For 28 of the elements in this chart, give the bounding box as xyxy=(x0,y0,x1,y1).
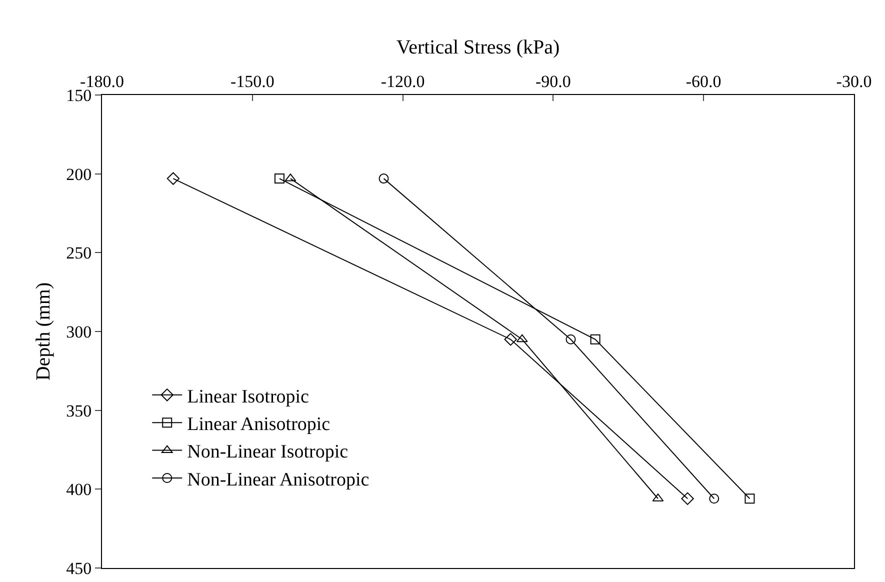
y-tick-label: 450 xyxy=(66,558,92,578)
legend-label: Linear Anisotropic xyxy=(187,414,330,436)
legend-label: Non-Linear Isotropic xyxy=(187,442,348,463)
point xyxy=(709,494,720,504)
y-tick-label: 400 xyxy=(66,480,92,500)
x-tick-label: -30.0 xyxy=(836,72,872,92)
x-tick-label: -60.0 xyxy=(686,72,722,92)
point xyxy=(681,492,694,505)
y-axis-title: Depth (mm) xyxy=(32,282,55,381)
legend-label: Non-Linear Anisotropic xyxy=(187,469,370,490)
point xyxy=(744,494,755,504)
y-tick-label: 300 xyxy=(66,322,92,342)
point xyxy=(378,174,389,184)
point xyxy=(504,333,517,346)
x-tick-label: -150.0 xyxy=(230,72,274,92)
point xyxy=(516,334,528,342)
point xyxy=(590,334,600,344)
point xyxy=(166,172,180,185)
y-tick-label: 150 xyxy=(66,86,92,105)
point xyxy=(566,334,576,344)
y-tick-label: 250 xyxy=(66,244,92,263)
x-axis-title: Vertical Stress (kPa) xyxy=(396,36,560,59)
y-tick-label: 350 xyxy=(66,401,92,420)
x-tick-label: -120.0 xyxy=(380,72,425,92)
legend-label: Linear Isotropic xyxy=(187,386,309,408)
point xyxy=(274,174,284,184)
x-tick-label: -90.0 xyxy=(535,72,571,92)
y-tick-label: 200 xyxy=(66,164,92,184)
